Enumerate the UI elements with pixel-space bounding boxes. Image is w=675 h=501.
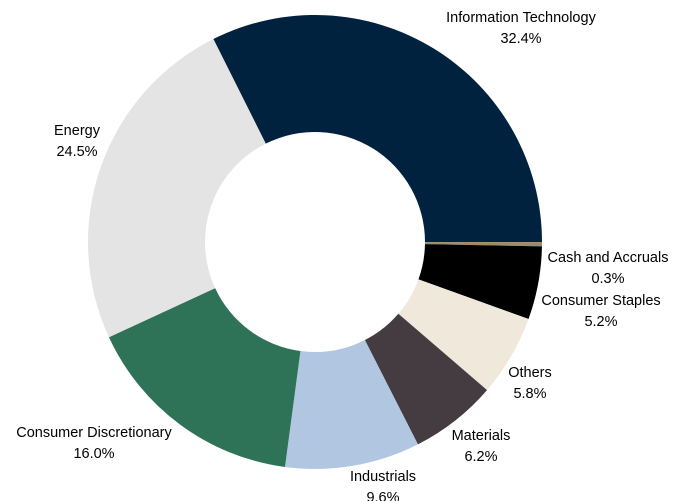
slice-label: Others xyxy=(508,365,552,381)
donut-slice xyxy=(364,313,488,445)
slice-label: Consumer Discretionary xyxy=(16,425,172,441)
slice-value: 32.4% xyxy=(500,31,541,47)
donut-slice xyxy=(424,242,542,247)
slice-label: Cash and Accruals xyxy=(548,250,669,266)
slice-label: Materials xyxy=(452,428,511,444)
slice-value: 0.3% xyxy=(591,271,624,287)
slice-label: Consumer Staples xyxy=(541,293,660,309)
slice-value: 16.0% xyxy=(73,446,114,462)
slice-value: 24.5% xyxy=(56,144,97,160)
slice-label: Information Technology xyxy=(446,10,596,26)
donut-slice xyxy=(418,244,542,320)
slice-value: 5.2% xyxy=(584,314,617,330)
slice-value: 6.2% xyxy=(464,449,497,465)
donut-slice xyxy=(108,288,301,468)
slice-value: 5.8% xyxy=(513,386,546,402)
slice-label: Industrials xyxy=(350,469,416,485)
donut-slice xyxy=(87,39,266,338)
slice-value: 9.6% xyxy=(366,490,399,501)
slice-label: Energy xyxy=(54,123,101,139)
donut-slice xyxy=(398,279,529,391)
donut-slice xyxy=(213,15,542,243)
donut-slice xyxy=(284,340,418,469)
